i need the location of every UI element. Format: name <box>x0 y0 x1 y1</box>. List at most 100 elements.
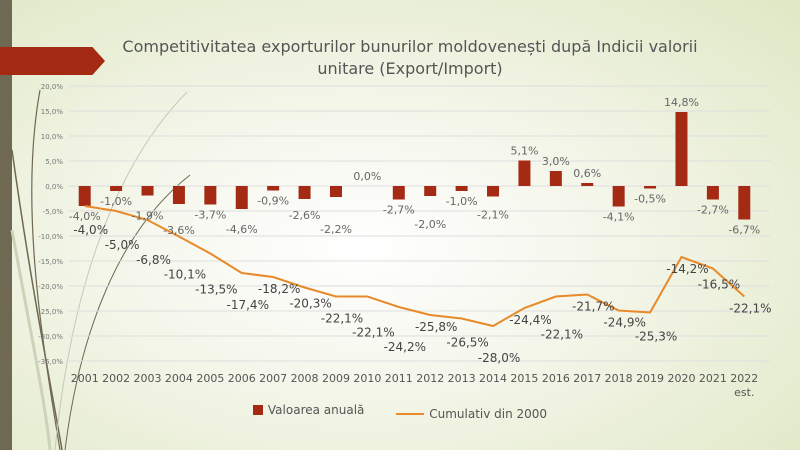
bar <box>424 186 437 196</box>
x-tick-label: 2019 <box>636 372 664 385</box>
x-tick-label: 2003 <box>134 372 162 385</box>
x-tick-label: 2021 <box>699 372 727 385</box>
x-tick-label: 2015 <box>510 372 538 385</box>
bar-data-label: 0,0% <box>353 170 381 183</box>
bar-data-label: -2,7% <box>697 204 729 217</box>
bar-data-label: -0,5% <box>634 193 666 206</box>
legend-label-bar: Valoarea anuală <box>267 403 365 417</box>
bar-data-label: 14,8% <box>664 96 699 109</box>
bar <box>455 186 468 191</box>
bar <box>518 160 531 186</box>
bar-data-label: -6,7% <box>728 224 760 237</box>
y-tick-label: 5,0% <box>45 158 63 166</box>
y-tick-label: -15,0% <box>38 258 63 266</box>
bar-data-label: -3,6% <box>163 224 195 237</box>
x-tick-label-suffix: est. <box>734 386 754 399</box>
x-tick-label: 2009 <box>322 372 350 385</box>
line-data-label: -21,7% <box>572 300 614 314</box>
line-data-label: -10,1% <box>164 268 206 282</box>
bar <box>487 186 500 197</box>
line-data-label: -26,5% <box>446 336 488 350</box>
bar <box>235 186 248 209</box>
chart-title: Competitivitatea exporturilor bunurilor … <box>122 37 698 78</box>
line-data-label: -22,1% <box>729 302 771 316</box>
y-tick-label: 15,0% <box>41 108 64 116</box>
bar <box>204 186 217 205</box>
bar <box>172 186 185 204</box>
x-tick-label: 2001 <box>71 372 99 385</box>
x-tick-label: 2022 <box>730 372 758 385</box>
y-tick-label: 10,0% <box>41 133 64 141</box>
x-tick-label: 2008 <box>291 372 319 385</box>
bar-data-label: -2,2% <box>320 223 352 236</box>
bar <box>644 186 657 189</box>
line-data-label: -16,5% <box>698 278 740 292</box>
y-tick-label: 20,0% <box>41 83 64 91</box>
x-tick-label: 2005 <box>196 372 224 385</box>
bar-data-label: -1,9% <box>132 210 164 223</box>
bar-data-label: 0,6% <box>573 167 601 180</box>
bar-data-label: 3,0% <box>542 155 570 168</box>
bar <box>78 186 91 206</box>
x-tick-label: 2007 <box>259 372 287 385</box>
bar-data-label: -1,0% <box>446 195 478 208</box>
x-tick-label: 2010 <box>353 372 381 385</box>
line-data-label: -24,9% <box>603 316 645 330</box>
legend-item-bar: Valoarea anuală <box>252 403 365 417</box>
x-tick-label: 2014 <box>479 372 507 385</box>
legend-swatch-bar <box>252 405 263 415</box>
line-data-label: -13,5% <box>195 283 237 297</box>
x-tick-label: 2016 <box>542 372 570 385</box>
bar <box>329 186 342 197</box>
decorative-side-band <box>0 0 12 450</box>
bar-data-label: -0,9% <box>257 195 289 208</box>
x-tick-label: 2013 <box>448 372 476 385</box>
x-tick-label: 2002 <box>102 372 130 385</box>
x-tick-label: 2020 <box>667 372 695 385</box>
decorative-arrow <box>0 47 105 75</box>
y-tick-label: -20,0% <box>38 283 63 291</box>
x-tick-label: 2011 <box>385 372 413 385</box>
line-data-label: -18,2% <box>258 282 300 296</box>
y-tick-label: -35,0% <box>38 358 63 366</box>
y-tick-label: -5,0% <box>43 208 64 216</box>
line-data-label: -14,2% <box>666 262 708 276</box>
bar <box>267 186 280 191</box>
line-data-label: -25,8% <box>415 320 457 334</box>
line-data-label: -25,3% <box>635 330 677 344</box>
line-data-label: -24,2% <box>384 340 426 354</box>
bar <box>549 171 562 186</box>
bar-data-label: -2,0% <box>414 218 446 231</box>
bar-data-label: -4,1% <box>603 211 635 224</box>
bar <box>581 183 594 186</box>
x-tick-label: 2006 <box>228 372 256 385</box>
bar <box>738 186 751 220</box>
line-data-label: -22,1% <box>541 328 583 342</box>
bar-data-label: -4,0% <box>69 210 101 223</box>
bar-data-label: -2,1% <box>477 209 509 222</box>
y-tick-label: -30,0% <box>38 333 63 341</box>
y-tick-label: 0,0% <box>45 183 63 191</box>
bar <box>110 186 123 191</box>
legend-label-line: Cumulativ din 2000 <box>429 407 548 421</box>
bar-data-label: -4,6% <box>226 223 258 236</box>
line-data-label: -24,4% <box>509 313 551 327</box>
line-data-label: -22,1% <box>352 326 394 340</box>
bar-data-label: -3,7% <box>194 209 226 222</box>
bar <box>675 112 688 186</box>
bar-data-label: 5,1% <box>510 145 538 158</box>
line-data-label: -28,0% <box>478 351 520 365</box>
x-tick-label: 2018 <box>605 372 633 385</box>
line-data-label: -22,1% <box>321 312 363 326</box>
x-tick-label: 2017 <box>573 372 601 385</box>
line-data-label: -5,0% <box>105 238 140 252</box>
bar-data-label: -2,7% <box>383 204 415 217</box>
line-data-label: -20,3% <box>289 297 331 311</box>
line-data-label: -4,0% <box>73 223 108 237</box>
bar <box>298 186 311 199</box>
cumulative-line <box>84 205 745 328</box>
line-data-label: -6,8% <box>136 253 171 267</box>
decorative-curves <box>10 89 191 450</box>
legend: Valoarea anuală Cumulativ din 2000 <box>0 403 800 421</box>
